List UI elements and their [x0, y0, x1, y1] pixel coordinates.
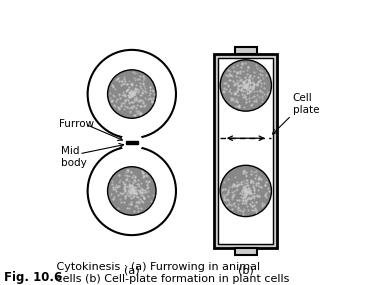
Bar — [126, 141, 137, 144]
Circle shape — [108, 167, 156, 215]
Text: Cell
plate: Cell plate — [293, 93, 319, 115]
Text: (a): (a) — [124, 266, 140, 276]
Bar — [235, 248, 257, 255]
Text: Furrow: Furrow — [59, 119, 94, 129]
Text: Fig. 10.6: Fig. 10.6 — [4, 270, 62, 284]
Bar — [235, 47, 257, 54]
Circle shape — [88, 147, 176, 235]
Bar — [218, 58, 273, 244]
Text: Cytokinesis : (a) Furrowing in animal
 cells (b) Cell-plate formation in plant c: Cytokinesis : (a) Furrowing in animal ce… — [53, 262, 289, 284]
Circle shape — [88, 50, 176, 138]
Circle shape — [220, 60, 272, 111]
Circle shape — [108, 70, 156, 118]
Text: Mid
body: Mid body — [61, 146, 86, 168]
Bar — [214, 54, 277, 248]
Text: (b): (b) — [238, 266, 254, 276]
Wedge shape — [121, 131, 143, 154]
Circle shape — [220, 165, 272, 217]
